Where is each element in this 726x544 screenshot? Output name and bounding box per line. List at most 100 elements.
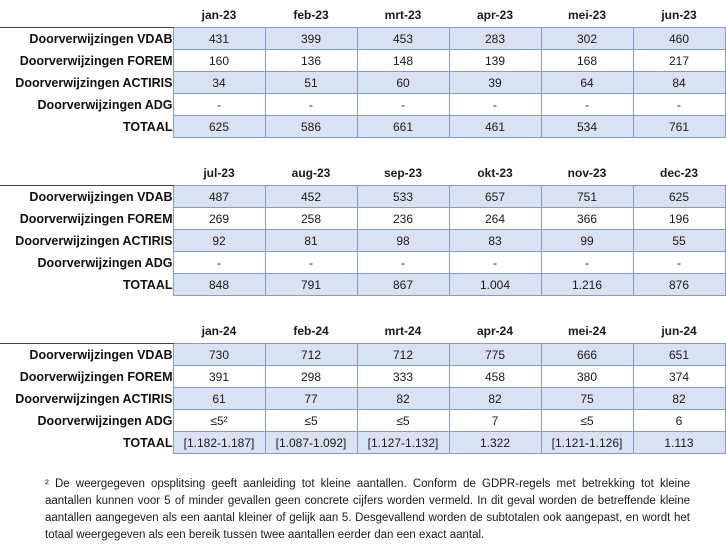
referrals-table-2023-h1: jan-23 feb-23 mrt-23 apr-23 mei-23 jun-23 Door…: [0, 2, 726, 138]
value-cell: 264: [448, 207, 542, 230]
value-cell: 1.004: [448, 273, 542, 296]
month-header-row: jan-23 feb-23 mrt-23 apr-23 mei-23 jun-23: [0, 2, 725, 28]
referrals-table: jan-24 feb-24 mrt-24 apr-24 mei-24 jun-24 Door…: [0, 318, 726, 454]
value-cell: 81: [264, 229, 358, 252]
row-label: Doorverwijzingen ADG: [37, 255, 173, 270]
value-cell: 139: [448, 49, 542, 72]
value-cell: 431: [172, 27, 266, 50]
value-cell: 391: [172, 365, 266, 388]
value-cell: 99: [540, 229, 634, 252]
value-cell: 168: [540, 49, 634, 72]
value-cell: 761: [632, 115, 726, 138]
value-cell: 7: [448, 409, 542, 432]
value-cell: 60: [356, 71, 450, 94]
value-cell: 730: [172, 343, 266, 366]
row-label: Doorverwijzingen VDAB: [0, 27, 173, 50]
month-header: apr-23: [476, 7, 514, 22]
value-cell: 196: [632, 207, 726, 230]
value-cell: 217: [632, 49, 726, 72]
value-cell: 775: [448, 343, 542, 366]
value-cell: 160: [172, 49, 266, 72]
table-row: Doorverwijzingen VDAB 431 399 453 283 302 460: [0, 27, 726, 50]
value-cell: 399: [264, 27, 358, 50]
table-row: Doorverwijzingen ADG - - - - - -: [0, 251, 726, 274]
value-cell: 374: [632, 365, 726, 388]
value-cell: ≤5²: [172, 409, 266, 432]
value-cell: 298: [264, 365, 358, 388]
value-cell: -: [264, 251, 358, 274]
value-cell: 657: [448, 185, 542, 208]
table-row: Doorverwijzingen VDAB 487 452 533 657 751 625: [0, 185, 726, 208]
table-row: TOTAAL 848 791 867 1.004 1.216 876: [0, 273, 726, 296]
value-cell: 83: [448, 229, 542, 252]
value-cell: ≤5: [356, 409, 450, 432]
row-label: Doorverwijzingen FOREM: [19, 369, 173, 384]
corner-cell: [0, 2, 173, 28]
value-cell: 876: [632, 273, 726, 296]
value-cell: -: [172, 93, 266, 116]
month-header: jul-23: [203, 165, 235, 180]
month-header: mrt-23: [384, 7, 422, 22]
value-cell: -: [448, 93, 542, 116]
referrals-table: jan-23 feb-23 mrt-23 apr-23 mei-23 jun-23 Door…: [0, 2, 726, 138]
row-label: Doorverwijzingen ADG: [37, 413, 173, 428]
value-cell: 75: [540, 387, 634, 410]
table-row: Doorverwijzingen ACTIRIS 92 81 98 83 99 55: [0, 229, 726, 252]
value-cell: 586: [264, 115, 358, 138]
value-cell: 64: [540, 71, 634, 94]
row-label: Doorverwijzingen FOREM: [19, 53, 173, 68]
value-cell: 661: [356, 115, 450, 138]
value-cell: ≤5: [540, 409, 634, 432]
corner-cell: [0, 160, 173, 186]
corner-cell: [0, 318, 173, 344]
value-cell: 136: [264, 49, 358, 72]
value-cell: 453: [356, 27, 450, 50]
value-cell: [1.121-1.126]: [540, 431, 634, 454]
value-cell: 1.216: [540, 273, 634, 296]
table-row: Doorverwijzingen ACTIRIS 61 77 82 82 75 82: [0, 387, 726, 410]
table-row: Doorverwijzingen FOREM 269 258 236 264 366 196: [0, 207, 726, 230]
month-header-row: jul-23 aug-23 sep-23 okt-23 nov-23 dec-23: [0, 160, 725, 186]
value-cell: 712: [356, 343, 450, 366]
month-header: jan-23: [201, 7, 237, 22]
value-cell: 487: [172, 185, 266, 208]
value-cell: -: [356, 93, 450, 116]
table-row: TOTAAL [1.182-1.187] [1.087-1.092] [1.127-1…: [0, 431, 726, 454]
row-label: Doorverwijzingen ACTIRIS: [15, 233, 173, 248]
value-cell: -: [172, 251, 266, 274]
value-cell: 461: [448, 115, 542, 138]
value-cell: 1.322: [448, 431, 542, 454]
value-cell: 533: [356, 185, 450, 208]
value-cell: 148: [356, 49, 450, 72]
table-row: Doorverwijzingen VDAB 730 712 712 775 666 651: [0, 343, 726, 366]
value-cell: 92: [172, 229, 266, 252]
value-cell: 98: [356, 229, 450, 252]
value-cell: -: [448, 251, 542, 274]
value-cell: 791: [264, 273, 358, 296]
value-cell: 55: [632, 229, 726, 252]
value-cell: -: [632, 93, 726, 116]
month-header: dec-23: [659, 165, 699, 180]
table-row: Doorverwijzingen ADG - - - - - -: [0, 93, 726, 116]
value-cell: 39: [448, 71, 542, 94]
value-cell: 1.113: [632, 431, 726, 454]
value-cell: -: [264, 93, 358, 116]
value-cell: 666: [540, 343, 634, 366]
value-cell: -: [540, 93, 634, 116]
table-row: Doorverwijzingen ADG ≤5² ≤5 ≤5 7 ≤5 6: [0, 409, 726, 432]
table-row: Doorverwijzingen ACTIRIS 34 51 60 39 64 84: [0, 71, 726, 94]
value-cell: 380: [540, 365, 634, 388]
row-label: TOTAAL: [122, 435, 173, 450]
value-cell: [1.182-1.187]: [172, 431, 266, 454]
value-cell: 751: [540, 185, 634, 208]
value-cell: 625: [632, 185, 726, 208]
value-cell: ≤5: [264, 409, 358, 432]
row-label: TOTAAL: [122, 277, 173, 292]
value-cell: 333: [356, 365, 450, 388]
value-cell: 848: [172, 273, 266, 296]
value-cell: 34: [172, 71, 266, 94]
value-cell: 625: [172, 115, 266, 138]
value-cell: -: [356, 251, 450, 274]
value-cell: 6: [632, 409, 726, 432]
